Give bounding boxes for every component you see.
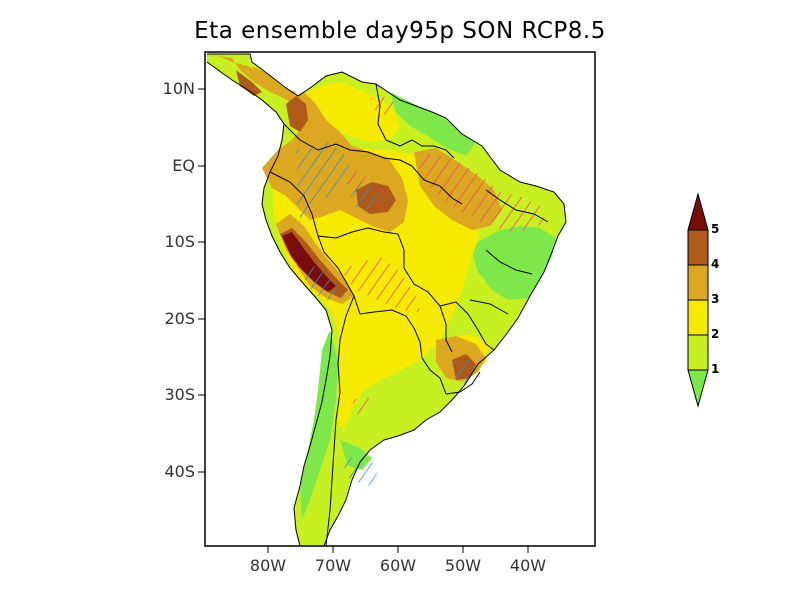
plot-frame — [204, 51, 596, 547]
colorbar-segment-2-3 — [687, 299, 709, 336]
zone-4-5-colombia — [286, 96, 308, 132]
colorbar-segment-above-5 — [687, 192, 709, 231]
lon-label-70w: 70W — [314, 556, 352, 575]
hatch-negative-patagonia — [340, 456, 380, 486]
zone-4-5-central-america — [236, 70, 262, 96]
zone-3-4-central-america — [252, 66, 296, 102]
lat-label-10s: 10S — [164, 232, 195, 251]
colorbar-label-4: 4 — [711, 257, 720, 271]
colorbar-label-3: 3 — [711, 292, 720, 306]
lat-ticks — [198, 88, 205, 473]
zone-below-1-north — [390, 92, 476, 156]
hatch-positive-east — [418, 152, 546, 232]
lat-label-10n: 10N — [162, 79, 195, 98]
hatch-negative-nw — [296, 142, 352, 218]
hatch-positive-south — [352, 396, 372, 416]
hatch-positive-north — [370, 96, 396, 116]
zone-below-1-east — [470, 226, 556, 300]
lat-label-30s: 30S — [164, 385, 195, 404]
lon-ticks — [267, 546, 529, 553]
map-title: Eta ensemble day95p SON RCP8.5 — [194, 18, 606, 44]
lon-label-80w: 80W — [249, 556, 287, 575]
colorbar-segment-3-4 — [687, 264, 709, 301]
lat-label-40s: 40S — [164, 462, 195, 481]
lon-label-40w: 40W — [509, 556, 547, 575]
lat-label-eq: EQ — [172, 156, 195, 175]
lon-label-50w: 50W — [444, 556, 482, 575]
colorbar-segment-below-1 — [687, 369, 709, 408]
hatch-negative-peru — [300, 266, 346, 302]
hatch-negative-south-brazil — [452, 358, 478, 384]
colorbar — [687, 192, 709, 408]
colorbar-label-5: 5 — [711, 222, 720, 236]
lat-label-20s: 20S — [164, 309, 195, 328]
hatch-negative-amazon — [350, 180, 380, 210]
lon-label-60w: 60W — [379, 556, 417, 575]
map-plot-area — [206, 53, 567, 546]
hatch-positive-central — [340, 256, 420, 312]
colorbar-label-2: 2 — [711, 327, 720, 341]
colorbar-segment-1-2 — [687, 334, 709, 371]
zone-below-1-andes — [300, 330, 338, 520]
colorbar-segment-4-5 — [687, 229, 709, 266]
colorbar-label-1: 1 — [711, 362, 720, 376]
country-borders — [206, 53, 567, 546]
